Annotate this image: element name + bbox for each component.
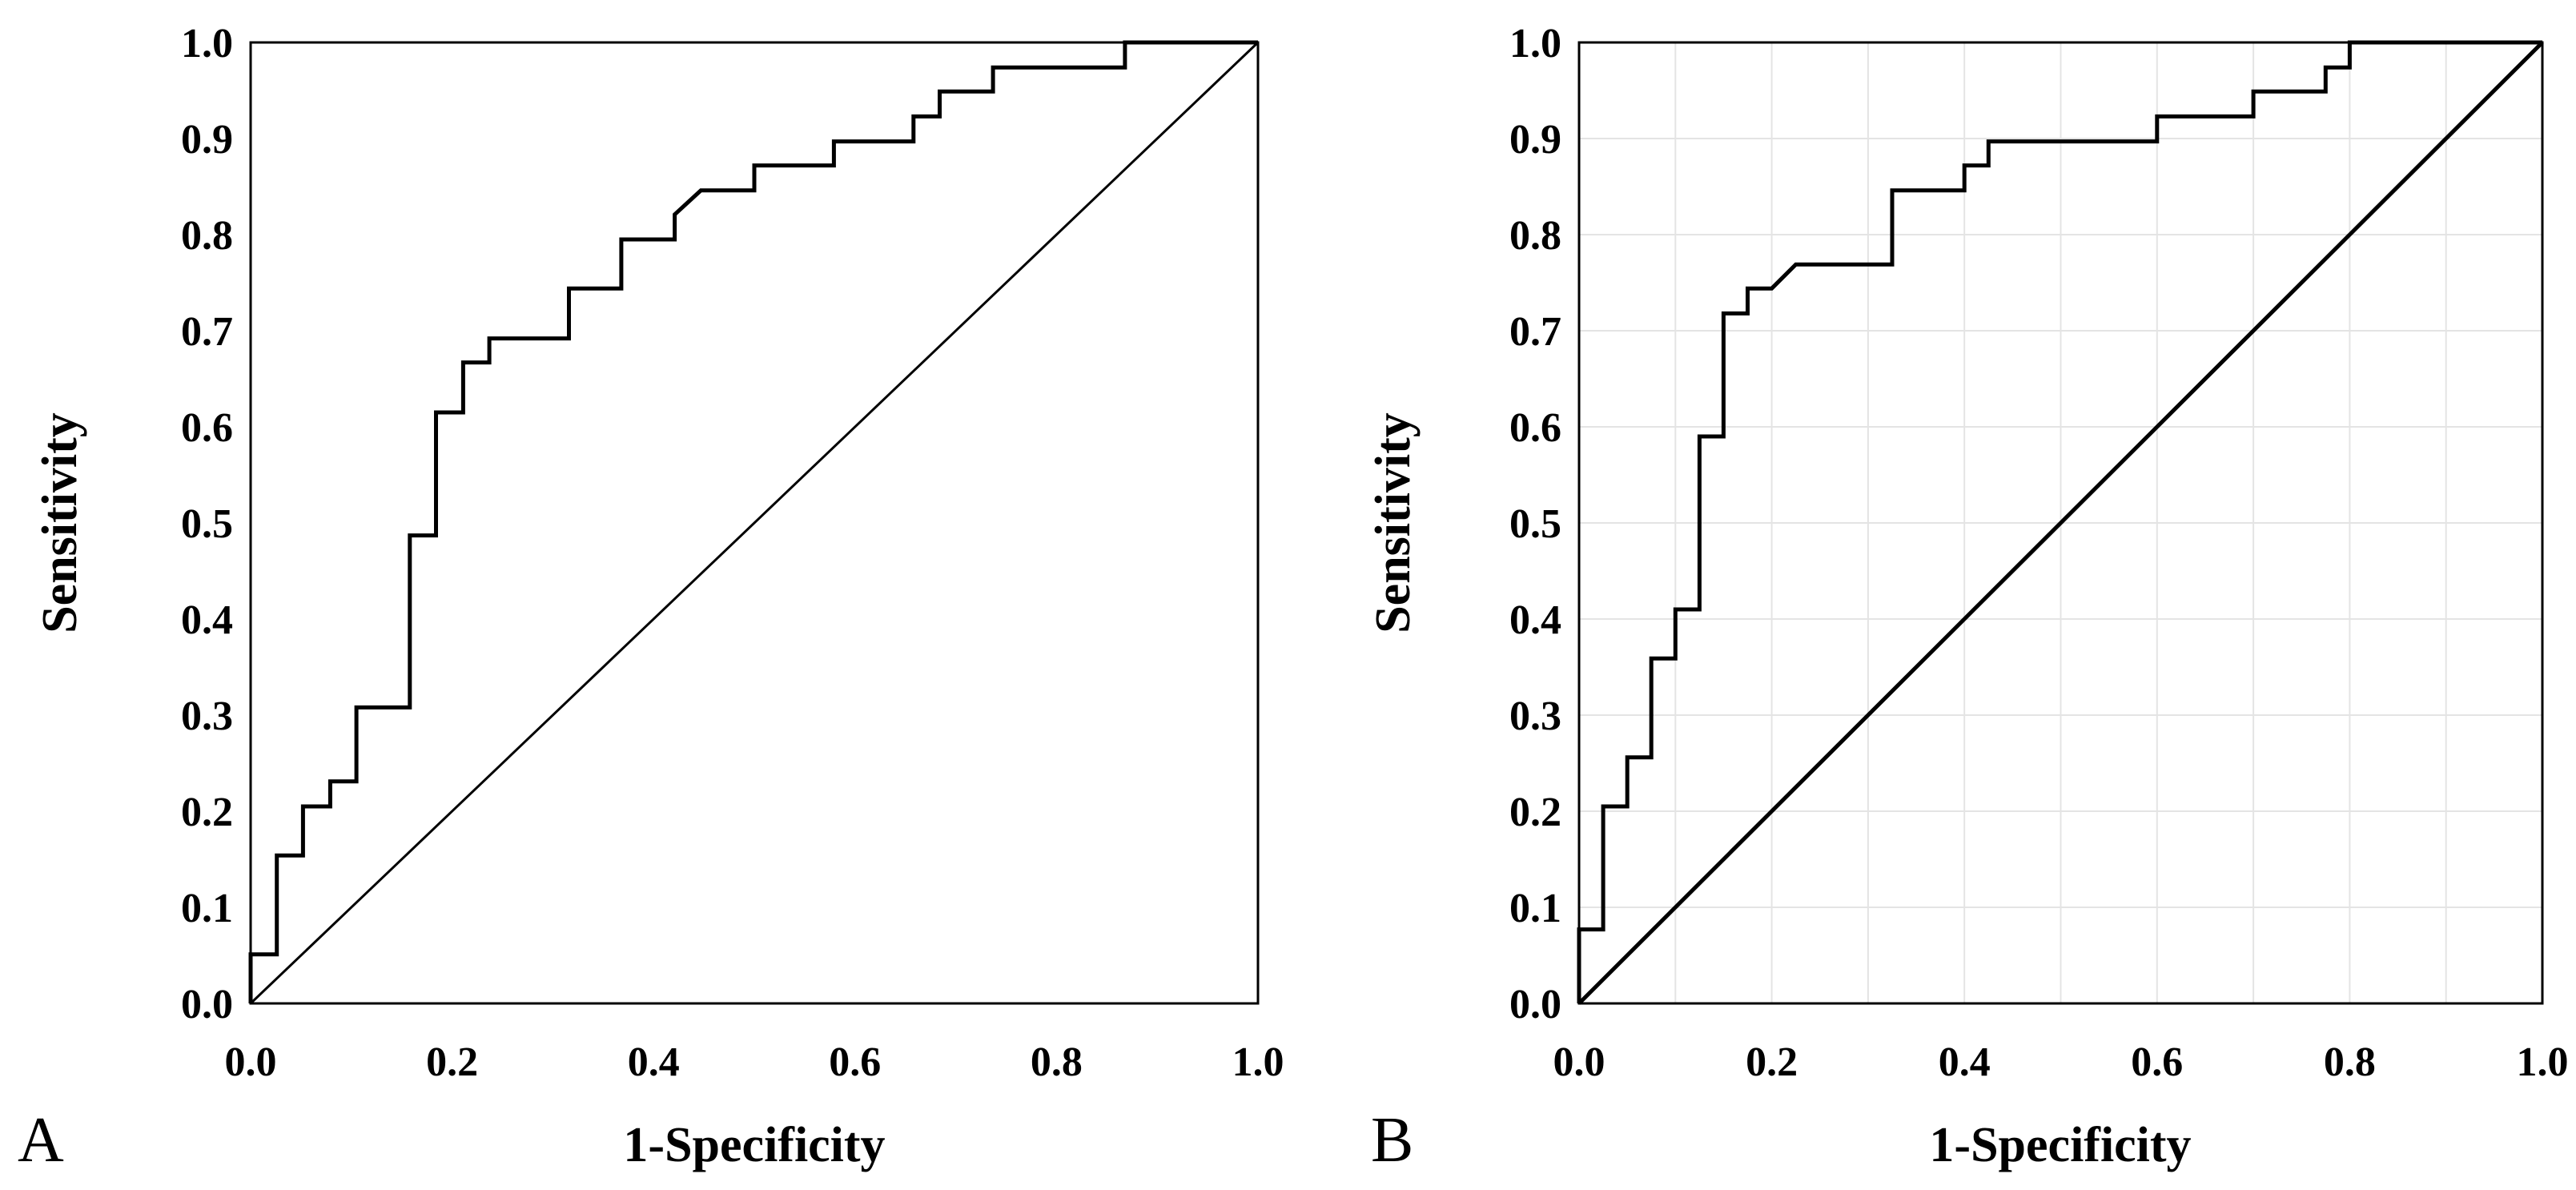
y-tick-label: 1.0	[1509, 21, 1561, 66]
y-tick-label: 0.8	[1509, 213, 1561, 259]
y-tick-label: 0.2	[181, 790, 233, 835]
panel-label: B	[1371, 1105, 1413, 1176]
y-tick-label: 0.4	[1509, 597, 1561, 643]
reference-line	[1577, 41, 2544, 1005]
x-tick-label: 0.6	[2131, 1039, 2183, 1085]
y-tick-label: 0.6	[1509, 405, 1561, 451]
y-tick-label: 0.2	[1509, 790, 1561, 835]
y-tick-label: 0.1	[181, 886, 233, 931]
y-tick-label: 0.4	[181, 597, 233, 643]
y-tick-label: 0.7	[1509, 309, 1561, 355]
y-tick-label: 0.8	[181, 213, 233, 259]
y-tick-label: 0.5	[181, 501, 233, 547]
x-tick-label: 0.0	[225, 1039, 277, 1085]
x-tick-label: 0.4	[628, 1039, 680, 1085]
x-tick-label: 0.8	[1031, 1039, 1083, 1085]
x-tick-label: 1.0	[2517, 1039, 2569, 1085]
y-tick-label: 0.5	[1509, 501, 1561, 547]
y-axis-title: Sensitivity	[33, 412, 87, 633]
x-axis-title: 1-Specificity	[1929, 1118, 2191, 1172]
x-tick-label: 0.2	[1746, 1039, 1798, 1085]
x-tick-label: 0.4	[1939, 1039, 1991, 1085]
x-tick-label: 0.2	[426, 1039, 478, 1085]
y-tick-label: 0.9	[1509, 117, 1561, 163]
y-tick-label: 0.0	[1509, 982, 1561, 1027]
plot-frame	[1577, 41, 2544, 1005]
panel-b: 0.0 0.1 0.2 0.3 0.4 0.5 0.6 0.7 0.8 0.9 1.0 0.0 0.2 0…	[1366, 21, 2569, 1176]
x-tick-label: 1.0	[1232, 1039, 1284, 1085]
y-tick-label: 0.9	[181, 117, 233, 163]
y-axis-title: Sensitivity	[1366, 412, 1421, 633]
y-tick-label: 1.0	[181, 21, 233, 66]
y-tick-label: 0.3	[1509, 693, 1561, 739]
x-axis-title: 1-Specificity	[623, 1118, 885, 1172]
y-tick-label: 0.1	[1509, 886, 1561, 931]
y-tick-label: 0.0	[181, 982, 233, 1027]
y-tick-label: 0.3	[181, 693, 233, 739]
y-tick-label: 0.7	[181, 309, 233, 355]
reference-line	[249, 41, 1260, 1005]
plot-frame	[249, 41, 1260, 1005]
panel-a: 0.0 0.1 0.2 0.3 0.4 0.5 0.6 0.7 0.8 0.9 1.0 0.0 0.2 0…	[18, 21, 1284, 1176]
x-tick-label: 0.8	[2324, 1039, 2376, 1085]
roc-curve	[1577, 40, 2542, 1003]
y-tick-label: 0.6	[181, 405, 233, 451]
x-tick-label: 0.0	[1553, 1039, 1605, 1085]
panel-label: A	[18, 1105, 64, 1176]
x-tick-label: 0.6	[829, 1039, 881, 1085]
roc-curve	[248, 40, 1258, 1003]
